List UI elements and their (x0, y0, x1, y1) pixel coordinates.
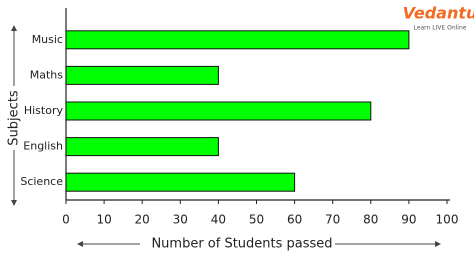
y-tick-label: Science (20, 175, 63, 188)
bar (65, 65, 219, 85)
x-tick-label: 50 (249, 213, 264, 227)
y-tick-label: Maths (30, 68, 64, 81)
y-tick-label: English (23, 140, 63, 153)
x-tick-label: 0 (62, 213, 70, 227)
x-tick-label: 30 (173, 213, 188, 227)
x-tick-label: 90 (401, 213, 416, 227)
y-axis-title: Subjects (7, 90, 22, 146)
x-tick-label: 70 (325, 213, 340, 227)
logo-name: Vedantu (403, 4, 474, 23)
x-tick-label: 60 (287, 213, 302, 227)
bar (65, 172, 296, 192)
x-tick-label: 10 (96, 213, 111, 227)
x-tick-label: 40 (211, 213, 226, 227)
y-tick-label: History (24, 104, 64, 117)
bar (65, 30, 410, 50)
x-tick-label: 20 (135, 213, 150, 227)
bar (65, 137, 219, 157)
logo-tagline: Learn LIVE Online (414, 25, 467, 32)
y-tick-label: Music (32, 33, 63, 46)
x-tick-label: 100 (436, 213, 459, 227)
bar (65, 101, 372, 121)
x-axis-title: Number of Students passed (151, 237, 332, 252)
x-tick-label: 80 (363, 213, 378, 227)
